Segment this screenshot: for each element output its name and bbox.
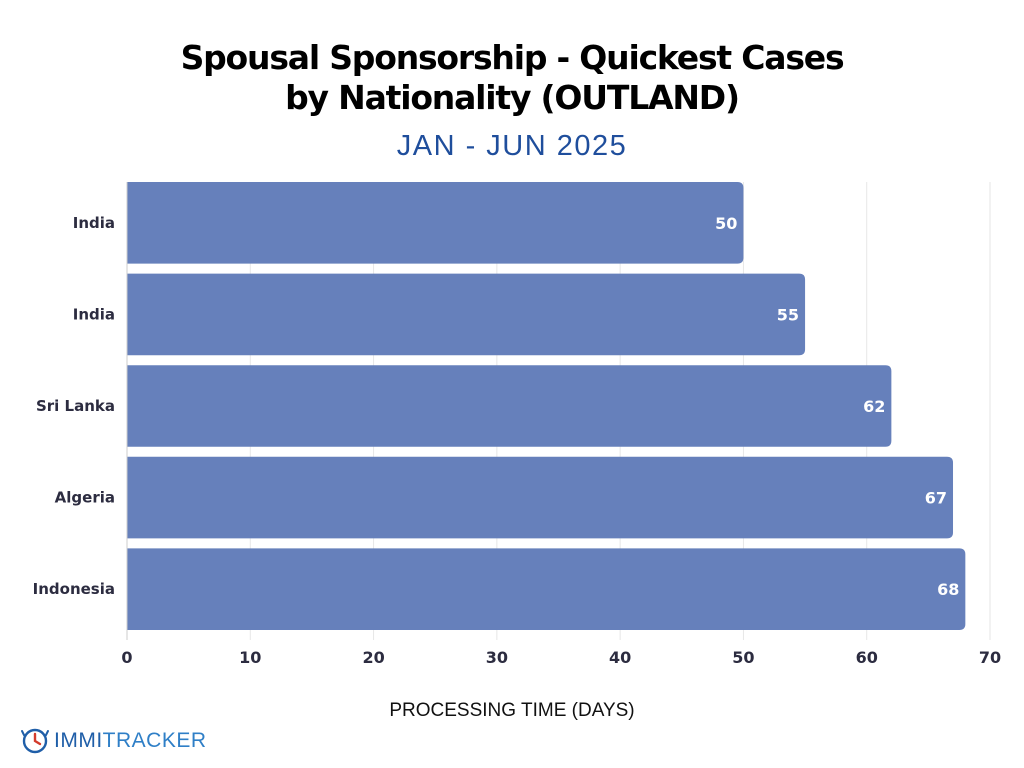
x-tick-label: 40: [609, 648, 631, 667]
bar: [127, 365, 892, 447]
category-label: Algeria: [55, 489, 115, 507]
bar-value-label: 50: [715, 214, 737, 233]
bar: [127, 273, 806, 356]
x-tick-label: 10: [239, 648, 261, 667]
category-label: India: [73, 214, 115, 232]
category-label: Indonesia: [33, 580, 115, 598]
x-tick-label: 60: [856, 648, 878, 667]
bar: [127, 182, 744, 264]
chart-title: Spousal Sponsorship - Quickest Cases by N…: [180, 38, 845, 117]
x-tick-label: 50: [732, 648, 754, 667]
category-label: Sri Lanka: [36, 397, 115, 415]
bar-value-label: 67: [925, 489, 947, 508]
logo-wordmark-tracker: TRACKER: [102, 729, 207, 752]
clock-icon: [21, 728, 49, 754]
category-label: India: [73, 305, 115, 323]
bar-value-label: 62: [863, 397, 885, 416]
logo-wordmark-immi: IMMI: [54, 729, 103, 752]
bar: [127, 548, 966, 630]
x-tick-label: 0: [121, 648, 132, 667]
x-tick-label: 20: [362, 648, 384, 667]
immitracker-logo: IMMITRACKER: [20, 726, 207, 756]
bar-value-label: 68: [937, 580, 959, 599]
logo-wordmark: IMMITRACKER: [54, 729, 207, 753]
x-axis-title: PROCESSING TIME (DAYS): [389, 700, 635, 721]
x-tick-label: 70: [979, 648, 1001, 667]
bar-value-label: 55: [777, 305, 799, 324]
x-tick-label: 30: [486, 648, 508, 667]
chart-subtitle: JAN - JUN 2025: [396, 130, 628, 162]
bar: [127, 456, 954, 539]
